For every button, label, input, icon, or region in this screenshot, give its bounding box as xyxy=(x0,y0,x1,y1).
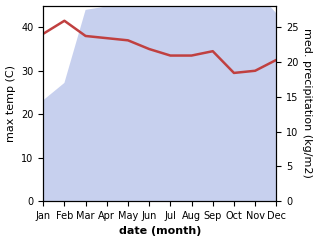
X-axis label: date (month): date (month) xyxy=(119,227,201,236)
Y-axis label: max temp (C): max temp (C) xyxy=(5,65,16,142)
Y-axis label: med. precipitation (kg/m2): med. precipitation (kg/m2) xyxy=(302,28,313,178)
